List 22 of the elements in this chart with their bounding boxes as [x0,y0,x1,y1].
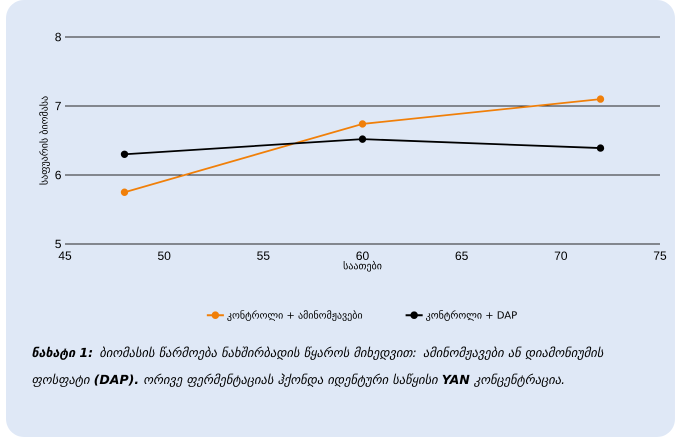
x-tick-label: 45 [58,252,72,260]
y-axis-title: საფუარის ბიომასა [39,96,50,184]
x-tick-label: 75 [654,252,666,260]
y-tick-label: 6 [55,170,61,180]
point [120,150,128,158]
point [358,120,366,128]
point [120,188,128,196]
text: ნახატი 1: ბიომასის წარმოება ნახშირბადის წყაროს მიხედვით: ამინომჟავები ან დიამონიუმის ფოსფატი (DAP). ორივე ფერმენტაციას ჰქონდა იდენტური საწყისი YAN კონცენტრაცია. [32,346,604,387]
legend-label: კონტროლი + DAP [426,310,517,321]
y-tick-label: 5 [55,240,61,248]
point [596,95,604,103]
point [596,144,604,152]
x-tick-label: 50 [158,252,170,260]
y-tick-label: 8 [55,32,61,42]
x-tick-label: 60 [356,252,369,260]
x-tick-label: 65 [456,252,468,260]
y-tick-label: 7 [55,102,61,110]
x-tick-label: 70 [554,252,568,260]
legend-label: კონტროლი + ამინომჟავები [227,310,362,322]
x-axis-title: საათები [344,260,382,272]
point [358,135,366,143]
x-tick-label: 55 [257,252,270,260]
